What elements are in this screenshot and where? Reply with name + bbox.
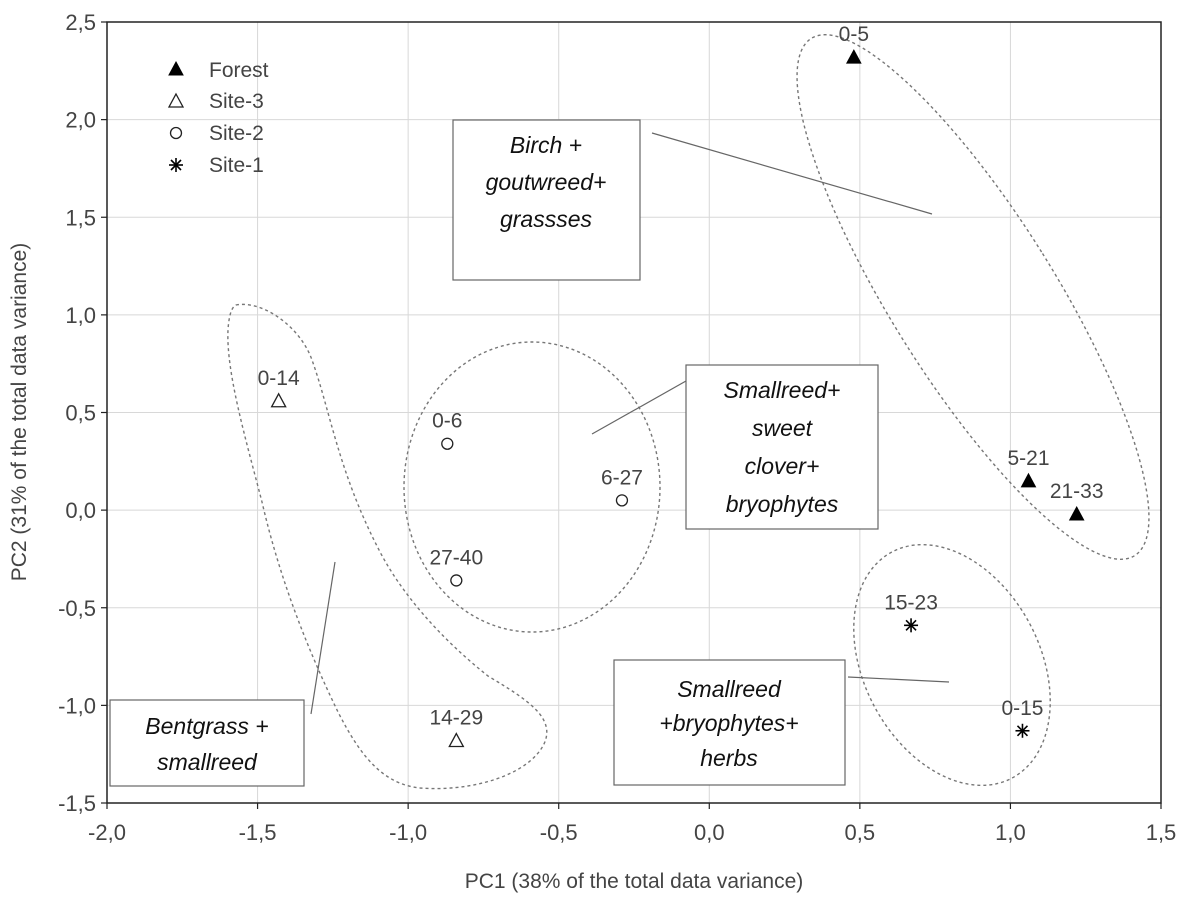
annotation-line: smallreed bbox=[157, 749, 258, 775]
y-tick-label: 2,0 bbox=[65, 108, 96, 133]
y-tick-label: 0,5 bbox=[65, 401, 96, 426]
y-tick-label: -1,0 bbox=[58, 693, 96, 718]
annotation-box bbox=[613, 659, 846, 786]
site-2-point: 6-27 bbox=[601, 466, 643, 507]
filled-triangle-marker bbox=[845, 49, 862, 64]
annotation-line: +bryophytes+ bbox=[659, 710, 798, 736]
site2-group-outline bbox=[403, 341, 661, 633]
site-3-point: 0-14 bbox=[258, 367, 300, 408]
open-triangle-icon bbox=[167, 92, 185, 108]
annotation-line: clover+ bbox=[745, 453, 820, 479]
x-tick-label: -2,0 bbox=[88, 820, 126, 845]
y-tick-label: 1,5 bbox=[65, 205, 96, 230]
point-label: 27-40 bbox=[429, 546, 483, 569]
point-label: 0-15 bbox=[1001, 697, 1043, 720]
open-triangle-marker bbox=[448, 732, 465, 748]
open-triangle-marker bbox=[270, 392, 287, 408]
leader-lines bbox=[310, 132, 950, 715]
x-tick-label: -1,5 bbox=[239, 820, 277, 845]
annotation-line: Smallreed+ bbox=[724, 377, 841, 403]
point-label: 21-33 bbox=[1050, 480, 1104, 503]
asterisk-marker bbox=[904, 618, 919, 633]
point-label: 0-5 bbox=[839, 23, 869, 46]
leader-line-smallreed-herbs bbox=[847, 676, 950, 683]
x-tick-label: 0,5 bbox=[845, 820, 876, 845]
annotation-smallreed-sweet-clover: Smallreed+ sweet clover+ bryophytes bbox=[685, 364, 879, 530]
leader-line-smallreed-sweet-clover bbox=[591, 380, 687, 435]
forest-point: 0-5 bbox=[839, 23, 869, 64]
annotation-line: goutwreed+ bbox=[486, 169, 607, 195]
y-tick-label: 1,0 bbox=[65, 303, 96, 328]
leader-line-birch bbox=[651, 132, 933, 215]
x-tick-label: 1,0 bbox=[995, 820, 1026, 845]
point-label: 0-6 bbox=[432, 410, 462, 433]
x-tick-label: 0,0 bbox=[694, 820, 725, 845]
legend-item-site-2: Site-2 bbox=[169, 122, 264, 145]
annotation-smallreed-herbs: Smallreed +bryophytes+ herbs bbox=[613, 659, 846, 786]
leader-line-bentgrass bbox=[310, 561, 336, 715]
legend: Forest Site-3 Site-2 Site-1 bbox=[167, 59, 269, 177]
legend-item-site-1: Site-1 bbox=[169, 154, 264, 177]
x-tick-label: 1,5 bbox=[1146, 820, 1177, 845]
site1-group-outline bbox=[853, 543, 1051, 787]
site-3-point: 14-29 bbox=[429, 707, 483, 748]
forest-point: 21-33 bbox=[1050, 480, 1104, 521]
filled-triangle-marker bbox=[1020, 472, 1037, 488]
annotation-line: grassses bbox=[500, 206, 593, 232]
annotation-line: herbs bbox=[700, 745, 758, 771]
annotation-line: sweet bbox=[752, 415, 814, 441]
point-label: 15-23 bbox=[884, 591, 938, 614]
open-circle-icon bbox=[169, 126, 183, 140]
y-tick-label: -0,5 bbox=[58, 596, 96, 621]
point-label: 6-27 bbox=[601, 466, 643, 489]
point-label: 14-29 bbox=[429, 707, 483, 730]
y-tick-label: -1,5 bbox=[58, 791, 96, 816]
annotation-line: Smallreed bbox=[677, 676, 782, 702]
annotation-line: bryophytes bbox=[726, 491, 839, 517]
filled-triangle-icon bbox=[168, 60, 184, 76]
x-axis-title: PC1 (38% of the total data variance) bbox=[465, 870, 804, 893]
y-tick-label: 0,0 bbox=[65, 498, 96, 523]
annotation-box bbox=[452, 119, 641, 281]
legend-label: Forest bbox=[209, 59, 269, 82]
forest-point: 5-21 bbox=[1007, 447, 1050, 488]
y-tick-label: 2,5 bbox=[65, 10, 96, 35]
site-1-point: 15-23 bbox=[884, 591, 938, 633]
open-circle-marker bbox=[615, 494, 629, 507]
point-label: 0-14 bbox=[258, 367, 300, 390]
point-label: 5-21 bbox=[1007, 447, 1049, 470]
y-axis-ticks: -1,5 -1,0 -0,5 0,0 0,5 1,0 1,5 2,0 2,5 bbox=[58, 10, 107, 816]
site-2-point: 0-6 bbox=[432, 410, 462, 450]
annotation-line: Bentgrass + bbox=[145, 713, 268, 739]
site3-group-outline bbox=[227, 303, 548, 790]
legend-label: Site-1 bbox=[209, 154, 264, 177]
annotation-line: Birch + bbox=[510, 132, 582, 158]
legend-item-site-3: Site-3 bbox=[167, 90, 264, 113]
asterisk-icon bbox=[169, 158, 183, 172]
asterisk-marker bbox=[1015, 723, 1030, 738]
x-tick-label: -1,0 bbox=[389, 820, 427, 845]
y-axis-title: PC2 (31% of the total data variance) bbox=[8, 243, 31, 582]
open-circle-marker bbox=[450, 574, 463, 587]
site-2-point: 27-40 bbox=[429, 546, 483, 587]
annotation-bentgrass: Bentgrass + smallreed bbox=[109, 699, 305, 787]
annotation-box bbox=[685, 364, 879, 530]
legend-label: Site-2 bbox=[209, 122, 264, 145]
x-axis-ticks: -2,0 -1,5 -1,0 -0,5 0,0 0,5 1,0 1,5 bbox=[88, 803, 1176, 845]
legend-item-forest: Forest bbox=[168, 59, 269, 82]
site-1-point: 0-15 bbox=[1001, 697, 1043, 738]
legend-label: Site-3 bbox=[209, 90, 264, 113]
open-circle-marker bbox=[441, 437, 454, 450]
filled-triangle-marker bbox=[1068, 505, 1085, 521]
x-tick-label: -0,5 bbox=[540, 820, 578, 845]
annotation-birch: Birch + goutwreed+ grassses bbox=[452, 119, 641, 281]
annotation-box bbox=[109, 699, 305, 787]
